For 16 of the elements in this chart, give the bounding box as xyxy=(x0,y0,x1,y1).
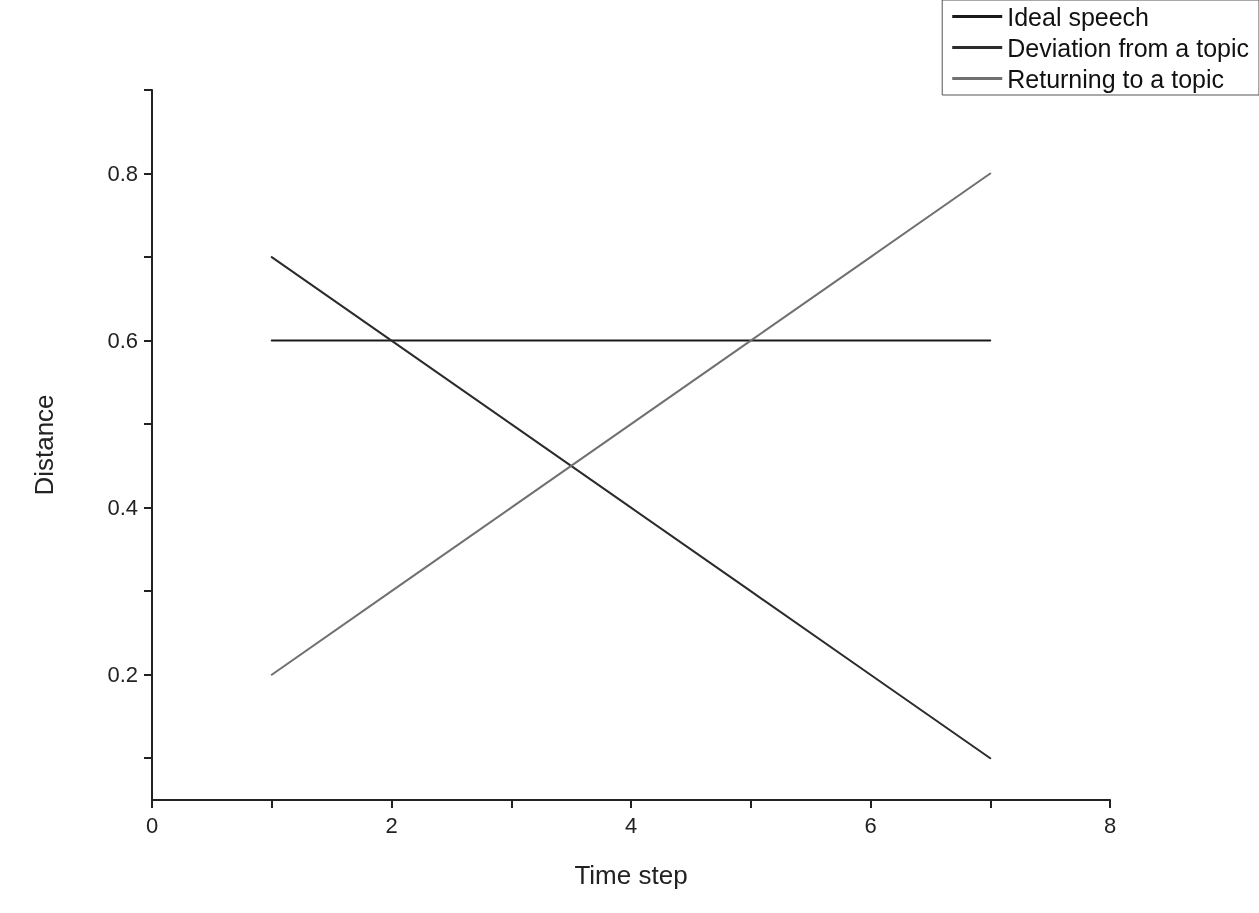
legend-label: Returning to a topic xyxy=(1007,64,1225,93)
x-tick-label: 8 xyxy=(1103,812,1117,838)
y-tick-label: 0.6 xyxy=(107,328,138,354)
x-tick-label: 2 xyxy=(385,812,398,838)
line-series xyxy=(270,256,992,760)
y-tick-label: 0.4 xyxy=(107,495,138,521)
y-tick-label: 0.8 xyxy=(107,161,138,187)
x-tick-label: 0 xyxy=(145,812,159,838)
x-tick-label: 4 xyxy=(624,812,638,838)
line-series xyxy=(270,172,992,676)
legend-label: Deviation from a topic xyxy=(1007,33,1250,62)
legend-label: Ideal speech xyxy=(1007,2,1150,31)
x-tick-label: 6 xyxy=(864,812,877,838)
x-axis-title: Time step xyxy=(574,860,688,890)
y-axis-title: Distance xyxy=(29,394,59,496)
y-tick-label: 0.2 xyxy=(107,662,138,688)
